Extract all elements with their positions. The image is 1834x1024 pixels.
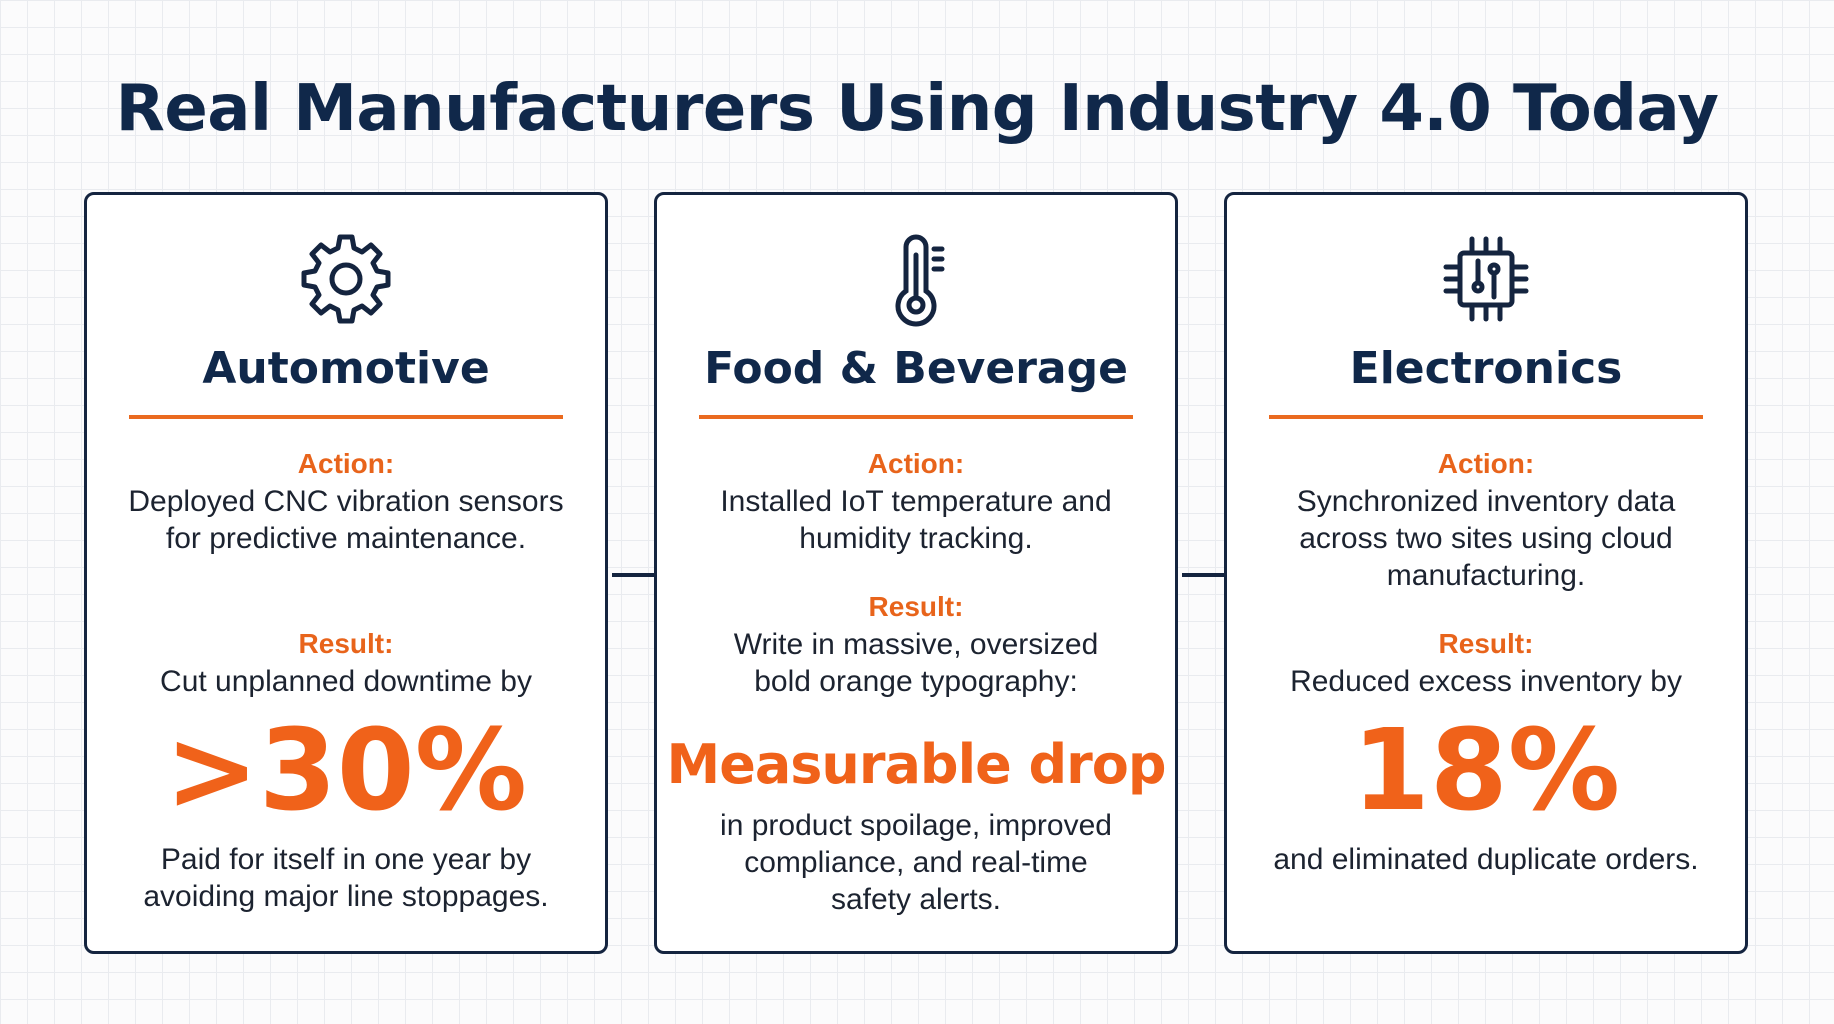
case-card-food-beverage: Food & Beverage Action: Installed IoT te…	[654, 192, 1178, 954]
action-section: Action: Synchronized inventory data acro…	[1245, 445, 1727, 594]
highlight-metric: 18%	[1351, 706, 1621, 836]
page-title: Real Manufacturers Using Industry 4.0 To…	[115, 72, 1719, 146]
footer-text-line: Paid for itself in one year by	[160, 843, 532, 876]
case-card-electronics: Electronics Action: Synchronized invento…	[1224, 192, 1748, 954]
result-section: Result: Write in massive, oversized bold…	[675, 588, 1157, 700]
heading-divider	[129, 415, 563, 419]
action-text-line: for predictive maintenance.	[165, 522, 527, 555]
highlight-metric: Measurable drop	[666, 733, 1166, 796]
footer-text-line: avoiding major line stoppages.	[143, 880, 549, 913]
result-text-line: Write in massive, oversized	[733, 628, 1099, 661]
thermometer-icon	[866, 229, 966, 329]
footer-section: Paid for itself in one year by avoiding …	[105, 841, 587, 915]
result-label: Result:	[298, 628, 394, 659]
result-label: Result:	[1438, 628, 1534, 659]
gear-icon	[296, 229, 396, 329]
circuit-chip-icon	[1436, 229, 1536, 329]
connector-line-left	[612, 573, 654, 577]
connector-line-right	[1182, 573, 1224, 577]
action-text-line: Deployed CNC vibration sensors	[128, 485, 564, 518]
action-label: Action:	[297, 448, 395, 479]
footer-section: and eliminated duplicate orders.	[1245, 841, 1727, 878]
result-text-line: Reduced excess inventory by	[1290, 665, 1682, 698]
result-text-line: bold orange typography:	[754, 665, 1078, 698]
action-text-line: Synchronized inventory data	[1296, 485, 1676, 518]
footer-text-line: in product spoilage, improved	[720, 809, 1112, 842]
action-label: Action:	[1437, 448, 1535, 479]
footer-text-line: compliance, and real-time	[744, 846, 1088, 879]
action-text-line: across two sites using cloud	[1299, 522, 1673, 555]
action-section: Action: Installed IoT temperature and hu…	[675, 445, 1157, 557]
action-label: Action:	[867, 448, 965, 479]
result-text-line: Cut unplanned downtime by	[160, 665, 532, 698]
card-heading: Electronics	[1349, 343, 1623, 394]
footer-text-line: safety alerts.	[830, 883, 1002, 916]
result-section: Result: Reduced excess inventory by	[1245, 625, 1727, 700]
case-card-automotive: Automotive Action: Deployed CNC vibratio…	[84, 192, 608, 954]
footer-section: in product spoilage, improved compliance…	[675, 807, 1157, 918]
footer-text-line: and eliminated duplicate orders.	[1273, 843, 1699, 876]
result-label: Result:	[868, 591, 964, 622]
action-section: Action: Deployed CNC vibration sensors f…	[105, 445, 587, 557]
action-text-line: Installed IoT temperature and	[720, 485, 1112, 518]
action-text-line: humidity tracking.	[799, 522, 1033, 555]
card-heading: Food & Beverage	[704, 343, 1128, 394]
heading-divider	[1269, 415, 1703, 419]
result-section: Result: Cut unplanned downtime by	[105, 625, 587, 700]
heading-divider	[699, 415, 1133, 419]
action-text-line: manufacturing.	[1386, 559, 1586, 592]
card-heading: Automotive	[202, 343, 490, 394]
highlight-metric: >30%	[165, 706, 527, 836]
